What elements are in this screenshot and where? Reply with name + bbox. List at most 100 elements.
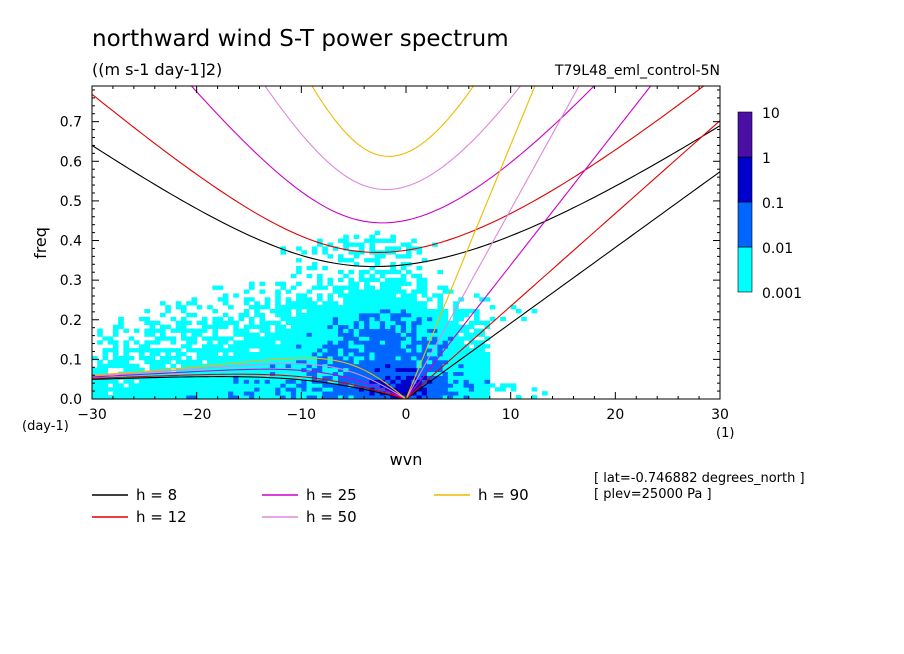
spectrum-cell: [222, 348, 229, 353]
spectrum-cell: [474, 391, 480, 396]
spectrum-cell: [337, 387, 344, 392]
spectrum-cell: [259, 355, 266, 361]
spectrum-cell: [400, 289, 407, 294]
spectrum-cell: [468, 348, 475, 353]
spectrum-cell: [296, 379, 302, 384]
spectrum-cell: [411, 348, 417, 353]
spectrum-cell: [180, 359, 187, 365]
spectrum-cell: [411, 289, 417, 294]
spectrum-cell: [290, 352, 297, 357]
spectrum-cell: [332, 363, 339, 369]
spectrum-cell: [479, 297, 485, 302]
spectrum-cell: [416, 328, 423, 333]
spectrum-cell: [468, 395, 475, 399]
spectrum-cell: [154, 340, 161, 345]
spectrum-cell: [254, 344, 260, 349]
kelvin-curve: [405, 171, 720, 399]
spectrum-cell: [358, 309, 365, 314]
spectrum-cell: [337, 285, 344, 290]
spectrum-cell: [327, 359, 334, 365]
spectrum-cell: [306, 359, 313, 365]
spectrum-cell: [369, 340, 375, 345]
spectrum-cell: [474, 344, 480, 349]
spectrum-cell: [369, 391, 375, 396]
spectrum-cell: [390, 277, 396, 283]
spectrum-cell: [118, 320, 124, 326]
spectrum-cell: [353, 242, 360, 247]
chart-title: northward wind S-T power spectrum: [92, 26, 509, 52]
spectrum-cell: [379, 297, 386, 302]
spectrum-cell: [254, 363, 260, 369]
spectrum-cell: [484, 336, 491, 341]
spectrum-cell: [364, 332, 370, 337]
spectrum-cell: [207, 375, 213, 380]
spectrum-cell: [337, 328, 344, 333]
spectrum-cell: [406, 363, 412, 369]
spectrum-cell: [416, 301, 423, 306]
spectrum-cell: [254, 305, 260, 310]
spectrum-cell: [175, 375, 182, 380]
x-axis-label: wvn: [390, 450, 423, 469]
spectrum-cell: [228, 391, 234, 396]
spectrum-cell: [453, 328, 459, 333]
spectrum-cell: [468, 359, 475, 365]
spectrum-cell: [327, 281, 334, 286]
spectrum-cell: [175, 328, 182, 333]
spectrum-cell: [301, 324, 307, 329]
spectrum-cell: [97, 395, 103, 399]
spectrum-cell: [327, 391, 334, 396]
spectrum-cell: [468, 375, 475, 380]
spectrum-cell: [416, 371, 423, 376]
spectrum-cell: [426, 363, 433, 369]
spectrum-cell: [285, 340, 292, 345]
spectrum-cell: [306, 336, 313, 341]
spectrum-cell: [474, 328, 480, 333]
spectrum-cell: [317, 395, 323, 399]
spectrum-cell: [217, 316, 224, 322]
spectrum-cell: [249, 344, 255, 349]
spectrum-cell: [385, 375, 391, 380]
spectrum-cell: [275, 348, 281, 353]
spectrum-cell: [212, 355, 218, 361]
spectrum-cell: [285, 395, 292, 399]
spectrum-cell: [463, 371, 470, 376]
spectrum-cell: [243, 363, 250, 369]
spectrum-cell: [458, 340, 464, 345]
spectrum-cell: [390, 285, 396, 290]
spectrum-cell: [285, 348, 292, 353]
spectrum-cell: [374, 340, 381, 345]
spectrum-cell: [379, 320, 386, 326]
spectrum-cell: [97, 359, 103, 365]
spectrum-cell: [317, 348, 323, 353]
spectrum-cell: [254, 336, 260, 341]
spectrum-cell: [379, 355, 386, 361]
spectrum-cell: [327, 305, 334, 310]
legend-label: h = 8: [136, 486, 177, 504]
spectrum-cell: [484, 391, 491, 396]
spectrum-cell: [348, 355, 355, 361]
spectrum-cell: [233, 293, 239, 298]
spectrum-cell: [160, 312, 166, 318]
spectrum-cell: [201, 367, 208, 373]
spectrum-cell: [358, 328, 365, 333]
spectrum-cell: [437, 332, 444, 337]
spectrum-cell: [432, 316, 438, 322]
spectrum-cell: [97, 387, 103, 392]
spectrum-cell: [358, 336, 365, 341]
spectrum-cell: [432, 293, 438, 298]
spectrum-cell: [453, 324, 459, 329]
spectrum-cell: [249, 281, 255, 286]
spectrum-cell: [484, 387, 491, 392]
spectrum-cell: [112, 348, 119, 353]
spectrum-cell: [259, 391, 266, 396]
spectrum-cell: [369, 328, 375, 333]
spectrum-cell: [416, 305, 423, 310]
spectrum-cell: [364, 328, 370, 333]
spectrum-cell: [484, 355, 491, 361]
spectrum-cell: [474, 316, 480, 322]
spectrum-cell: [92, 355, 98, 361]
spectrum-cell: [437, 305, 444, 310]
spectrum-cell: [301, 352, 307, 357]
spectrum-cell: [254, 340, 260, 345]
spectrum-cell: [327, 320, 334, 326]
